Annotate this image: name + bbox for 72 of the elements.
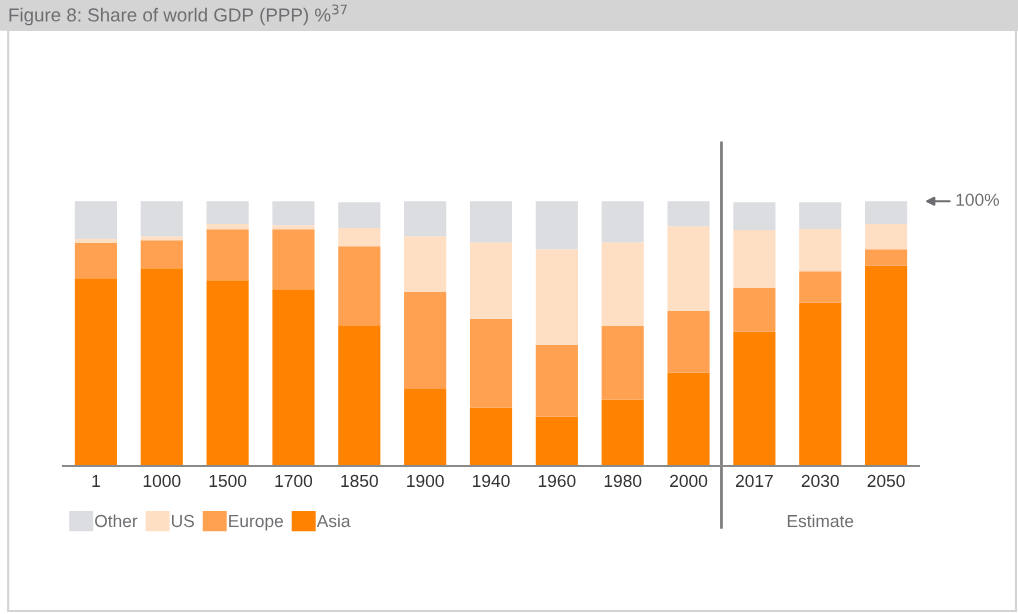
bar	[338, 246, 381, 326]
bar	[74, 243, 117, 279]
bar	[799, 302, 842, 466]
bar	[667, 226, 710, 311]
bar	[865, 249, 908, 266]
x-tick-label: 2030	[801, 474, 839, 488]
bar	[601, 399, 644, 466]
bar	[601, 201, 644, 243]
bar	[338, 325, 381, 466]
x-tick-label: 1940	[473, 474, 510, 488]
bar	[338, 227, 381, 247]
bar	[338, 202, 381, 228]
bar	[667, 310, 710, 373]
bar	[404, 236, 447, 293]
bar	[272, 201, 315, 226]
x-tick-label: 1	[92, 474, 100, 487]
bar	[404, 292, 447, 389]
bar	[733, 331, 776, 466]
bar	[733, 287, 776, 332]
bar	[140, 268, 183, 466]
bar	[206, 224, 249, 230]
bar	[272, 229, 315, 290]
x-tick-label: 2017	[735, 474, 773, 488]
bar	[667, 201, 710, 227]
bar	[865, 265, 908, 466]
bar	[799, 229, 842, 272]
bar	[535, 416, 578, 466]
x-tick-label: 1850	[341, 474, 378, 488]
bar	[140, 240, 183, 269]
bar	[865, 201, 908, 225]
x-tick-label: 1980	[604, 474, 642, 488]
bar	[74, 278, 117, 466]
text: 100%	[956, 193, 999, 206]
bar	[799, 202, 842, 230]
bar	[74, 201, 117, 240]
bar	[535, 345, 578, 417]
x-tick-label: 1700	[275, 474, 313, 488]
bar	[733, 230, 776, 288]
bar	[601, 325, 644, 400]
bar	[469, 318, 513, 408]
bar	[272, 289, 315, 466]
x-tick-label: 1900	[407, 474, 444, 488]
bar	[865, 224, 908, 250]
bar	[74, 239, 117, 244]
bar	[206, 229, 249, 281]
bar	[140, 201, 183, 237]
legend-label: Asia	[316, 514, 351, 528]
bar	[469, 407, 513, 466]
bar	[140, 236, 183, 241]
bar	[272, 225, 315, 230]
x-tick-label: 1000	[143, 474, 181, 488]
x-tick-label: 1960	[538, 474, 576, 488]
bar	[206, 280, 249, 466]
bar	[733, 202, 776, 231]
bar	[799, 271, 842, 303]
bar	[404, 201, 447, 237]
x-tick-label: 1500	[209, 474, 247, 488]
bar	[469, 242, 513, 319]
legend-label: Europe	[229, 515, 283, 531]
chart-title: Figure 8: Share of world GDP (PPP) %$^{37}$	[9, 4, 347, 26]
bar	[404, 388, 447, 466]
bar	[535, 201, 578, 250]
legend-label: US	[171, 514, 194, 528]
bar	[469, 201, 513, 243]
legend-label: Other	[95, 514, 138, 528]
x-tick-label: 2050	[867, 474, 905, 488]
bar	[535, 249, 578, 346]
bar	[206, 201, 249, 225]
x-tick-label: 2000	[670, 474, 708, 488]
bar	[601, 242, 644, 326]
text: Estimate	[787, 514, 854, 528]
bar	[667, 372, 710, 466]
